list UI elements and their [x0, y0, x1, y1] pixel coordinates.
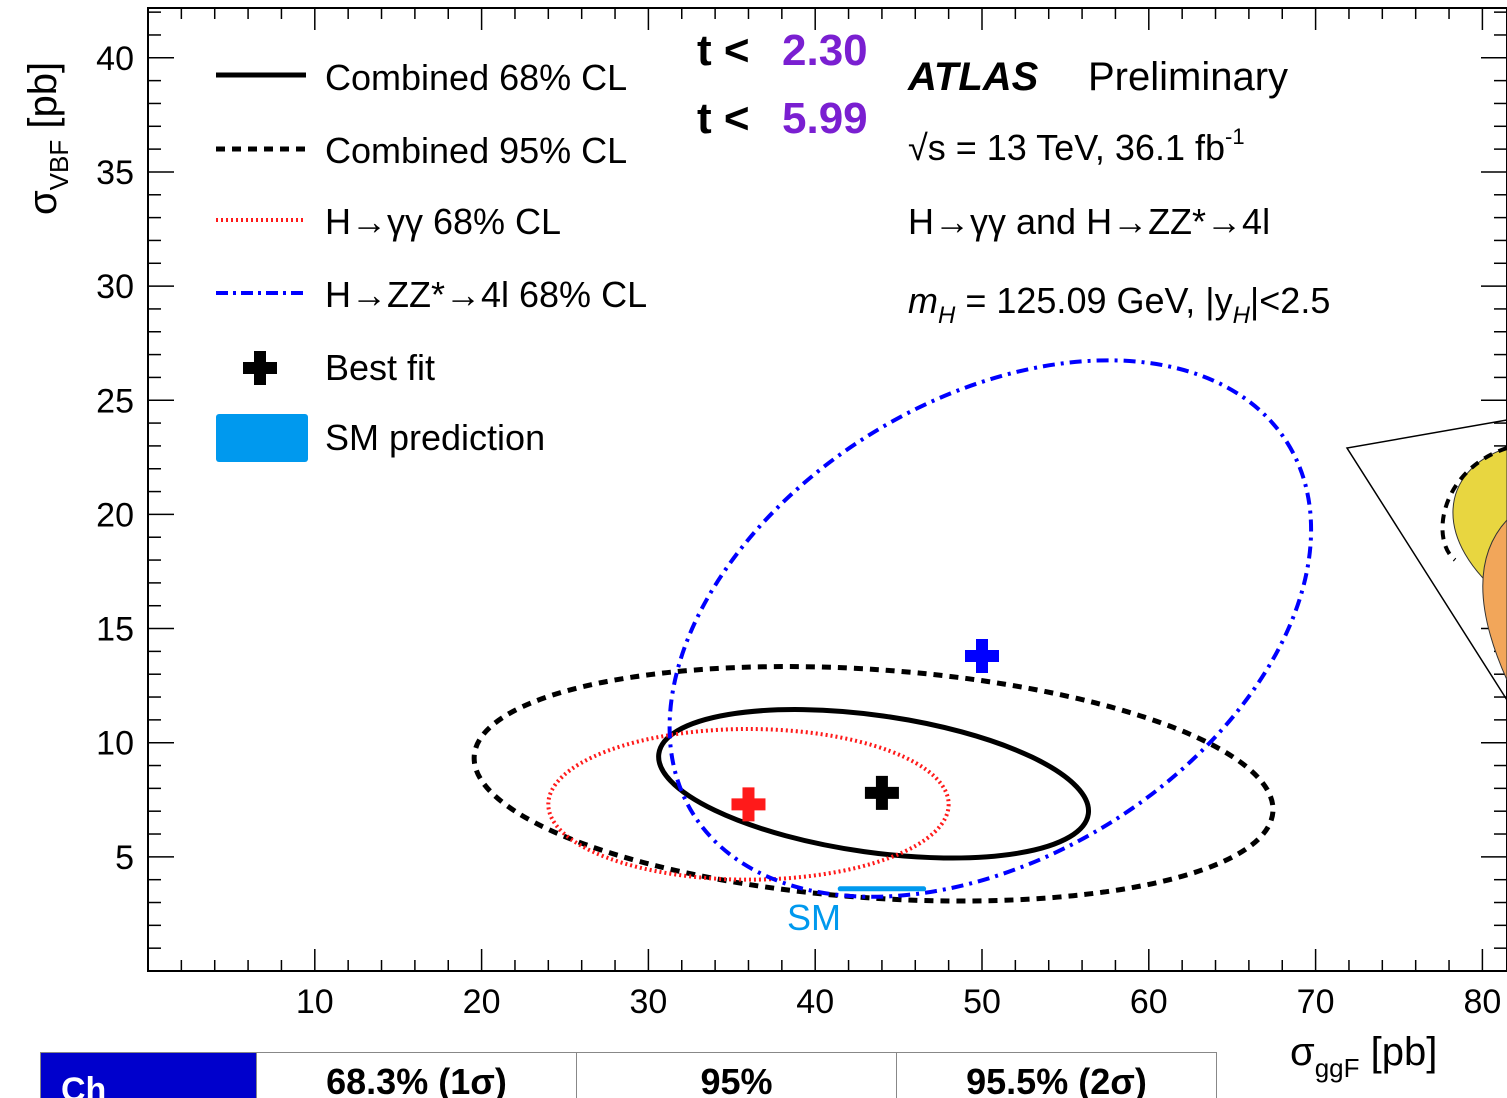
y-tick-label: 15 [96, 611, 134, 649]
confidence-table: Ch 68.3% (1σ) 95% 95.5% (2σ) [40, 1052, 1217, 1098]
atlas-label: ATLAS [907, 55, 1039, 99]
x-tick-label: 70 [1297, 983, 1335, 1021]
legend: Combined 68% CL Combined 95% CL H→γγ 68%… [216, 57, 647, 462]
mass-label: mH = 125.09 GeV, |yH|<2.5 [908, 280, 1330, 329]
table-col-955: 95.5% (2σ) [896, 1053, 1216, 1098]
legend-label-best-fit: Best fit [325, 347, 435, 388]
legend-label-combined-95: Combined 95% CL [325, 130, 627, 171]
best-fit-marker [731, 787, 766, 822]
threshold-overlay: t < 2.30 t < 5.99 [697, 26, 868, 143]
legend-label-combined-68: Combined 68% CL [325, 57, 627, 98]
legend-label-sm: SM prediction [325, 417, 545, 458]
table-header-cell: Ch [41, 1053, 256, 1098]
plot-frame [147, 7, 1507, 972]
x-tick-label: 30 [629, 983, 667, 1021]
contour-dashdot [667, 358, 1314, 899]
threshold-value-68: 2.30 [782, 26, 868, 75]
marker-layer [731, 638, 999, 822]
legend-swatch-best-fit [243, 351, 277, 385]
x-tick-label: 60 [1130, 983, 1168, 1021]
threshold-symbol-68: t < [697, 26, 750, 75]
y-tick-label: 5 [115, 839, 134, 877]
sm-label: SM [787, 897, 841, 938]
best-fit-marker [864, 775, 899, 810]
y-tick-label: 30 [96, 268, 134, 306]
threshold-symbol-95: t < [697, 94, 750, 143]
contour-solid [656, 707, 1092, 861]
y-tick-labels: 5 10 15 20 25 30 35 40 [96, 40, 134, 877]
y-tick-label: 10 [96, 725, 134, 763]
table-col-68: 68.3% (1σ) [256, 1053, 576, 1098]
axis-ticks [148, 8, 1507, 971]
table-col-95: 95% [576, 1053, 896, 1098]
contour-dashed [471, 664, 1276, 904]
legend-label-zz-68: H→ZZ*→4l 68% CL [325, 274, 647, 315]
legend-swatch-sm [216, 414, 308, 462]
legend-label-gg-68: H→γγ 68% CL [325, 201, 561, 242]
best-fit-marker [965, 638, 999, 673]
surface-3d-graphic [1345, 419, 1507, 701]
channels-label: H→γγ and H→ZZ*→4l [908, 201, 1270, 242]
threshold-value-95: 5.99 [782, 94, 868, 143]
atlas-annotations: ATLAS Preliminary √s = 13 TeV, 36.1 fb-1… [907, 55, 1330, 329]
x-tick-label: 50 [963, 983, 1001, 1021]
x-tick-label: 10 [296, 983, 334, 1021]
x-tick-labels: 10 20 30 40 50 60 70 80 [296, 983, 1501, 1021]
x-tick-label: 40 [796, 983, 834, 1021]
y-tick-label: 25 [96, 382, 134, 420]
x-axis-title: σggF [pb] [1290, 1030, 1437, 1083]
contour-dotted [546, 727, 951, 882]
y-axis-title: σVBF [pb] [21, 62, 74, 215]
y-tick-label: 40 [96, 40, 134, 78]
energy-label: √s = 13 TeV, 36.1 fb-1 [908, 124, 1245, 168]
contour-layer [471, 358, 1314, 904]
x-tick-label: 80 [1463, 983, 1501, 1021]
preliminary-label: Preliminary [1088, 55, 1288, 99]
y-tick-label: 35 [96, 154, 134, 192]
x-tick-label: 20 [463, 983, 501, 1021]
y-tick-label: 20 [96, 496, 134, 534]
